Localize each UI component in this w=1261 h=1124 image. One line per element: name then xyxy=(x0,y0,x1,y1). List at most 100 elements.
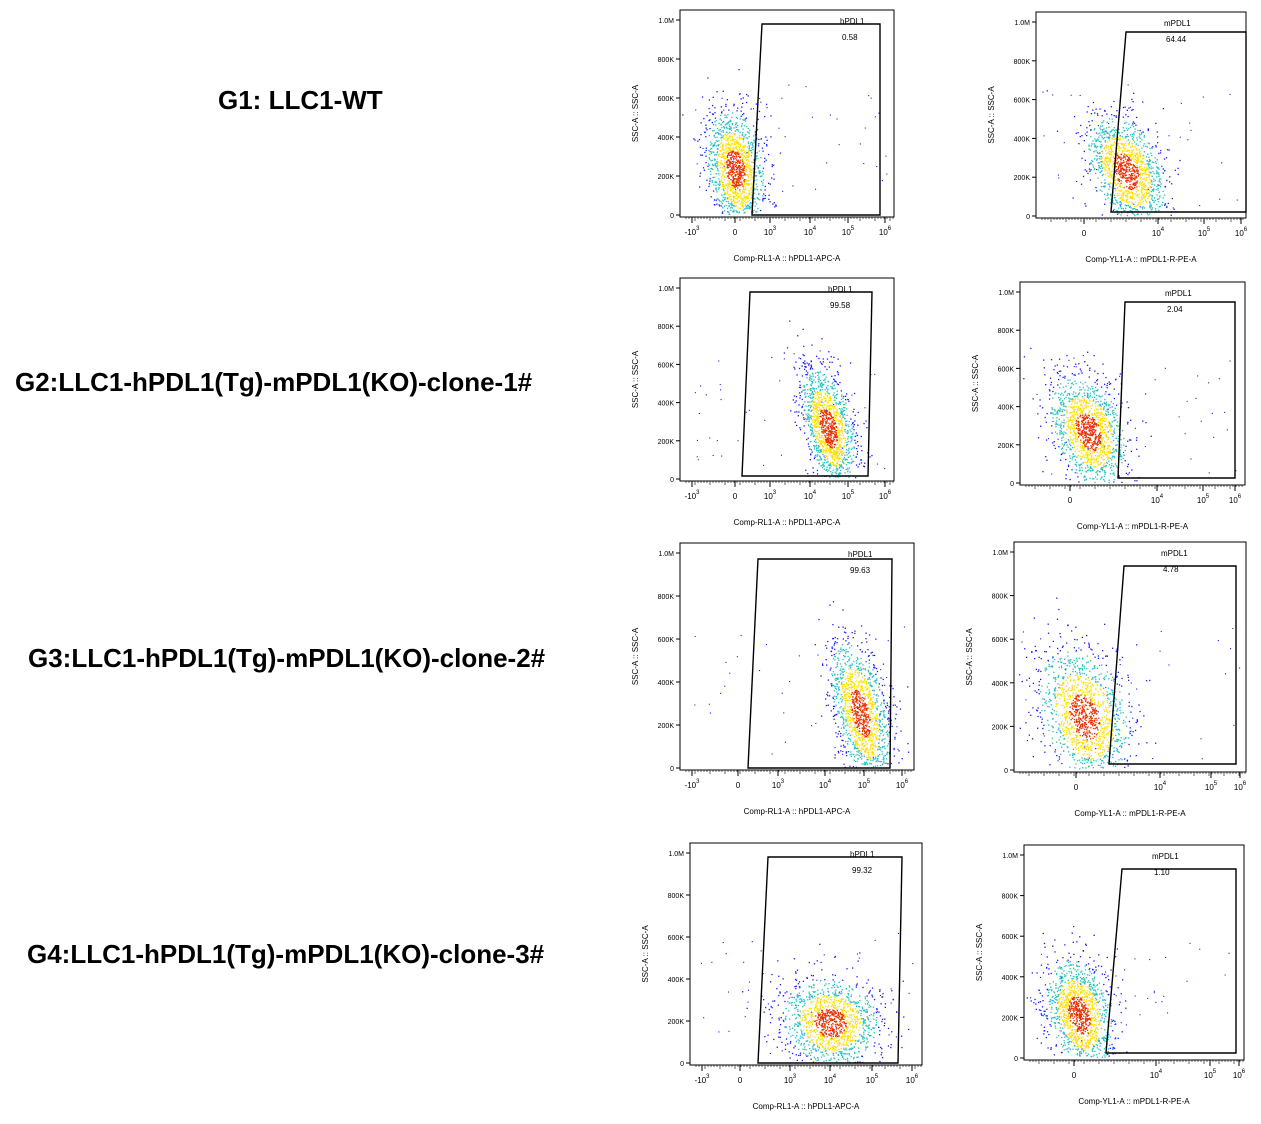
plot-frame xyxy=(1023,844,1245,1061)
x-tick-label: -103 xyxy=(695,1074,711,1085)
gate-name: hPDL1 xyxy=(848,550,873,559)
event-points xyxy=(682,69,888,215)
x-tick-label: 106 xyxy=(879,226,892,237)
x-tick-label: 0 xyxy=(736,781,741,790)
y-tick-label: 800K xyxy=(998,328,1015,335)
x-tick-label: 0 xyxy=(738,1076,743,1085)
y-tick-label: 0 xyxy=(680,1061,684,1068)
y-tick-label: 800K xyxy=(992,594,1009,601)
y-tick-label: 200K xyxy=(998,443,1015,450)
x-tick-label: 0 xyxy=(1068,496,1073,505)
plot-frame xyxy=(689,842,923,1066)
y-axis-label: SSC-A :: SSC-A xyxy=(641,925,650,983)
x-tick-label: 105 xyxy=(1205,781,1218,792)
gate-polygon xyxy=(1110,31,1247,213)
x-tick-label: 103 xyxy=(772,779,785,790)
gate-polygon xyxy=(747,558,893,769)
gate-name: mPDL1 xyxy=(1164,19,1191,28)
x-tick-label: 0 xyxy=(1074,783,1079,792)
y-tick-label: 1.0M xyxy=(658,286,674,293)
x-tick-label: 106 xyxy=(896,779,909,790)
y-tick-label: 200K xyxy=(1014,175,1031,182)
y-tick-label: 1.0M xyxy=(998,290,1014,297)
x-tick-label: 103 xyxy=(784,1074,797,1085)
plot-frame xyxy=(679,9,895,218)
x-tick-label: 106 xyxy=(906,1074,919,1085)
y-tick-label: 800K xyxy=(1002,894,1019,901)
gate-name: mPDL1 xyxy=(1152,852,1179,861)
x-tick-label: 0 xyxy=(733,228,738,237)
event-points xyxy=(694,320,886,479)
y-tick-label: 600K xyxy=(992,637,1009,644)
x-tick-label: 105 xyxy=(866,1074,879,1085)
gate-polygon xyxy=(1117,301,1236,479)
y-tick-label: 1.0M xyxy=(1014,20,1030,27)
plot-frame xyxy=(679,277,895,482)
x-tick-label: 105 xyxy=(1204,1069,1217,1080)
x-tick-label: 105 xyxy=(842,226,855,237)
y-tick-label: 600K xyxy=(658,362,675,369)
x-axis-label: Comp-RL1-A :: hPDL1-APC-A xyxy=(734,518,841,527)
gate-value: 0.58 xyxy=(842,33,858,42)
y-tick-label: 200K xyxy=(992,724,1009,731)
x-axis-label: Comp-RL1-A :: hPDL1-APC-A xyxy=(744,807,851,816)
y-tick-label: 800K xyxy=(658,57,675,64)
y-tick-label: 0 xyxy=(670,213,674,220)
gate-value: 2.04 xyxy=(1167,305,1183,314)
y-tick-label: 600K xyxy=(658,637,675,644)
x-axis-label: Comp-YL1-A :: mPDL1-R-PE-A xyxy=(1074,809,1186,818)
y-tick-label: 800K xyxy=(668,893,685,900)
y-tick-label: 0 xyxy=(1004,768,1008,775)
y-tick-label: 200K xyxy=(1002,1015,1019,1022)
x-tick-label: 103 xyxy=(764,226,777,237)
gate-value: 4.78 xyxy=(1163,565,1179,574)
event-points xyxy=(1018,597,1241,770)
event-points xyxy=(1042,84,1238,217)
y-tick-label: 200K xyxy=(668,1019,685,1026)
x-axis-label: Comp-YL1-A :: mPDL1-R-PE-A xyxy=(1078,1097,1190,1106)
x-tick-label: 0 xyxy=(1082,229,1087,238)
x-tick-label: 104 xyxy=(1150,1069,1163,1080)
x-tick-label: 105 xyxy=(842,490,855,501)
x-tick-label: 105 xyxy=(858,779,871,790)
y-tick-label: 200K xyxy=(658,723,675,730)
x-tick-label: 104 xyxy=(804,226,817,237)
y-tick-label: 0 xyxy=(670,477,674,484)
gate-polygon xyxy=(1108,565,1237,765)
x-axis-label: Comp-RL1-A :: hPDL1-APC-A xyxy=(753,1102,860,1111)
y-tick-label: 400K xyxy=(998,405,1015,412)
y-tick-label: 0 xyxy=(1014,1056,1018,1063)
x-tick-label: 103 xyxy=(764,490,777,501)
y-axis-label: SSC-A :: SSC-A xyxy=(631,627,640,685)
y-tick-label: 600K xyxy=(1002,934,1019,941)
x-tick-label: 104 xyxy=(1154,781,1167,792)
y-tick-label: 800K xyxy=(1014,59,1031,66)
y-tick-label: 600K xyxy=(1014,98,1031,105)
gate-polygon xyxy=(751,23,881,216)
x-tick-label: 106 xyxy=(1234,781,1247,792)
y-tick-label: 400K xyxy=(992,681,1009,688)
y-tick-label: 400K xyxy=(1014,136,1031,143)
gate-value: 99.58 xyxy=(830,301,851,310)
event-points xyxy=(1026,925,1230,1058)
y-tick-label: 1.0M xyxy=(658,18,674,25)
x-tick-label: 104 xyxy=(804,490,817,501)
event-points xyxy=(694,601,910,768)
x-tick-label: 106 xyxy=(1229,494,1242,505)
x-axis-label: Comp-YL1-A :: mPDL1-R-PE-A xyxy=(1077,522,1189,531)
gate-value: 99.63 xyxy=(850,566,871,575)
event-points xyxy=(700,932,914,1064)
y-tick-label: 0 xyxy=(1026,214,1030,221)
y-axis-label: SSC-A :: SSC-A xyxy=(975,923,984,981)
y-tick-label: 600K xyxy=(998,366,1015,373)
y-axis-label: SSC-A :: SSC-A xyxy=(987,86,996,144)
gate-name: hPDL1 xyxy=(840,17,865,26)
x-tick-label: 104 xyxy=(1151,494,1164,505)
x-tick-label: -103 xyxy=(685,779,701,790)
gate-name: mPDL1 xyxy=(1161,549,1188,558)
event-points xyxy=(1023,347,1237,484)
